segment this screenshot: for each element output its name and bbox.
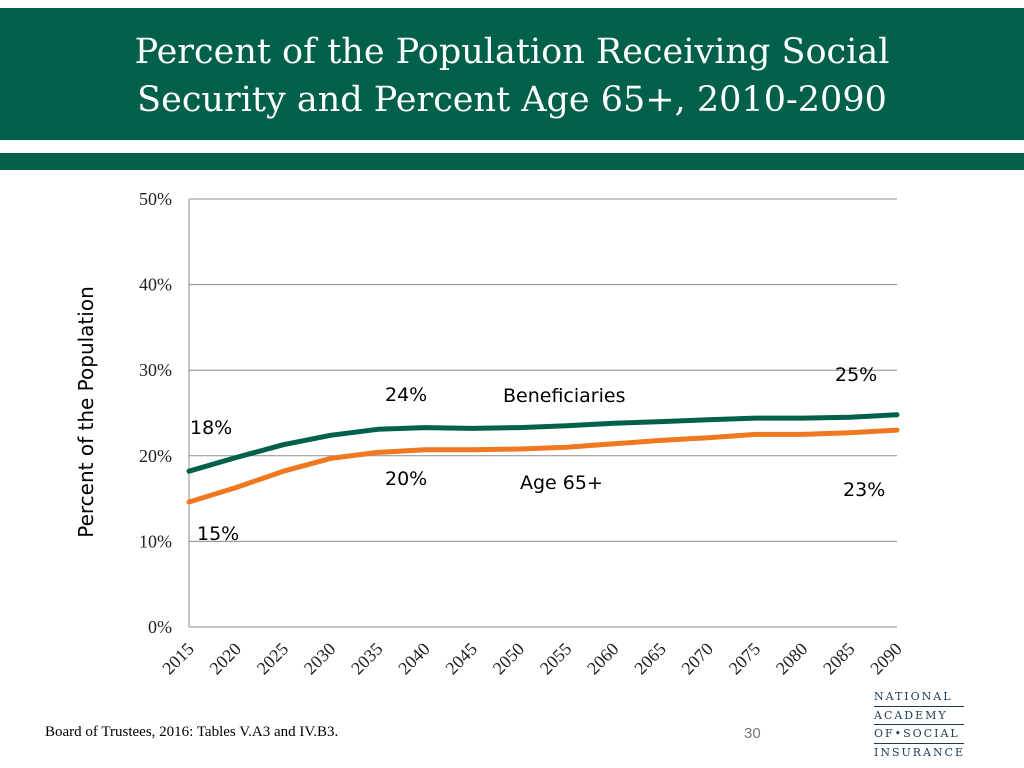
x-tick-label: 2040 <box>394 639 434 679</box>
y-tick-label: 30% <box>139 360 172 380</box>
x-tick-label: 2050 <box>489 639 529 679</box>
x-tick-label: 2015 <box>158 639 198 679</box>
annotation-suffix: % <box>867 479 885 501</box>
x-tick-label: 2045 <box>441 639 481 679</box>
annotation-label: 18% <box>190 417 232 439</box>
logo-line-4: INSURANCE <box>874 745 966 759</box>
logo-line-2: ACADEMY <box>874 708 948 722</box>
y-tick-label: 20% <box>139 446 172 466</box>
logo-rule <box>874 705 964 707</box>
y-tick-label: 50% <box>139 189 172 209</box>
title-banner <box>0 8 1024 140</box>
x-tick-label: 2065 <box>630 639 670 679</box>
y-tick-label: 0% <box>148 617 172 637</box>
line-chart: 0%10%20%30%40%50%2015 2020 2025 2030 2035 204… <box>139 189 906 679</box>
x-tick-label: 2030 <box>300 639 340 679</box>
annotation-label: 23% <box>843 479 885 501</box>
x-tick-label: 2090 <box>866 639 906 679</box>
x-tick-label: 2020 <box>205 639 245 679</box>
header-stripe <box>0 153 1024 170</box>
series-line-beneficiaries <box>186 412 900 474</box>
annotation-label: Age 65+ <box>520 472 603 494</box>
page-number: 30 <box>744 725 761 742</box>
annotation-label: 25% <box>835 364 877 386</box>
x-tick-label: 2085 <box>819 639 859 679</box>
annotation-label: 20% <box>385 468 427 490</box>
series-line-age-65- <box>186 427 900 505</box>
x-tick-label: 2025 <box>253 639 293 679</box>
x-tick-label: 2055 <box>536 639 576 679</box>
logo-line-1: NATIONAL <box>874 690 953 703</box>
logo-rule <box>874 724 964 725</box>
annotation-label: Beneficiaries <box>503 385 625 407</box>
x-tick-label: 2080 <box>772 639 812 679</box>
logo-rule <box>874 742 964 744</box>
slide-title: Percent of the Population Receiving Soci… <box>134 32 890 120</box>
annotation-label: 15% <box>197 523 239 545</box>
annotation-label: 24% <box>385 384 427 406</box>
x-tick-label: 2070 <box>677 639 717 679</box>
logo-line-3: OF•SOCIAL <box>874 727 960 740</box>
x-tick-label: 2060 <box>583 639 623 679</box>
x-tick-label: 2075 <box>725 639 765 679</box>
source-note: Board of Trustees, 2016: Tables V.A3 and… <box>45 724 339 740</box>
nasi-logo: NATIONAL ACADEMY OF•SOCIAL INSURANCE <box>874 689 964 760</box>
y-tick-label: 10% <box>139 531 172 551</box>
x-tick-label: 2035 <box>347 639 387 679</box>
y-tick-label: 40% <box>139 275 172 295</box>
